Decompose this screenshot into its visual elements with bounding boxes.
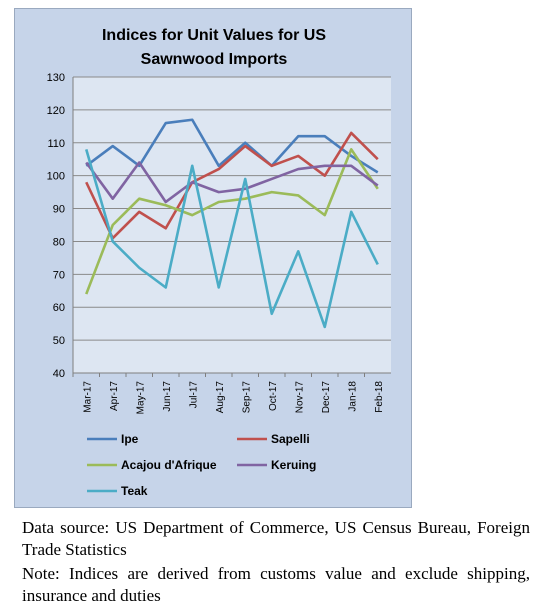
x-tick-label: Jun-17: [162, 381, 173, 412]
x-tick-label: Aug-17: [215, 381, 226, 414]
series-line-acajou-d-afrique: [85, 148, 379, 295]
y-tick-label: 50: [53, 335, 65, 347]
series-line-teak: [85, 148, 379, 329]
legend-label: Ipe: [121, 432, 139, 446]
y-tick-label: 130: [47, 72, 65, 84]
x-tick-label: Mar-17: [82, 381, 93, 413]
chart-title-line: Sawnwood Imports: [141, 51, 288, 68]
y-tick-label: 60: [53, 302, 65, 314]
x-tick-label: Jan-18: [347, 381, 358, 412]
chart-container: Indices for Unit Values for US Sawnwood I…: [14, 8, 412, 508]
plot-area: [73, 77, 391, 373]
series-line-keruing: [85, 161, 379, 204]
legend-label: Sapelli: [271, 432, 310, 446]
x-tick-label: Apr-17: [109, 381, 120, 411]
x-tick-label: Nov-17: [294, 381, 305, 414]
legend-label: Keruing: [271, 458, 316, 472]
x-tick-label: Dec-17: [321, 381, 332, 414]
y-tick-label: 110: [47, 138, 65, 150]
x-tick-label: Oct-17: [268, 381, 279, 411]
series-line-sapelli: [85, 131, 379, 240]
series-line-ipe: [85, 118, 379, 174]
chart-title-line: Indices for Unit Values for US: [102, 27, 326, 44]
line-chart: Indices for Unit Values for US Sawnwood I…: [47, 27, 391, 498]
x-tick-label: Sep-17: [241, 381, 252, 414]
legend-label: Acajou d'Afrique: [121, 458, 217, 472]
y-tick-label: 70: [53, 269, 65, 281]
y-tick-label: 80: [53, 236, 65, 248]
legend-label: Teak: [121, 484, 148, 498]
x-tick-label: Jul-17: [188, 381, 199, 409]
note-text: Note: Indices are derived from customs v…: [22, 564, 530, 605]
y-tick-label: 120: [47, 105, 65, 117]
y-tick-label: 40: [53, 368, 65, 380]
y-tick-label: 90: [53, 204, 65, 216]
x-tick-label: May-17: [135, 381, 146, 415]
data-source-text: Data source: US Department of Commerce, …: [22, 518, 530, 559]
x-tick-label: Feb-18: [374, 381, 385, 413]
y-tick-label: 100: [47, 171, 65, 183]
